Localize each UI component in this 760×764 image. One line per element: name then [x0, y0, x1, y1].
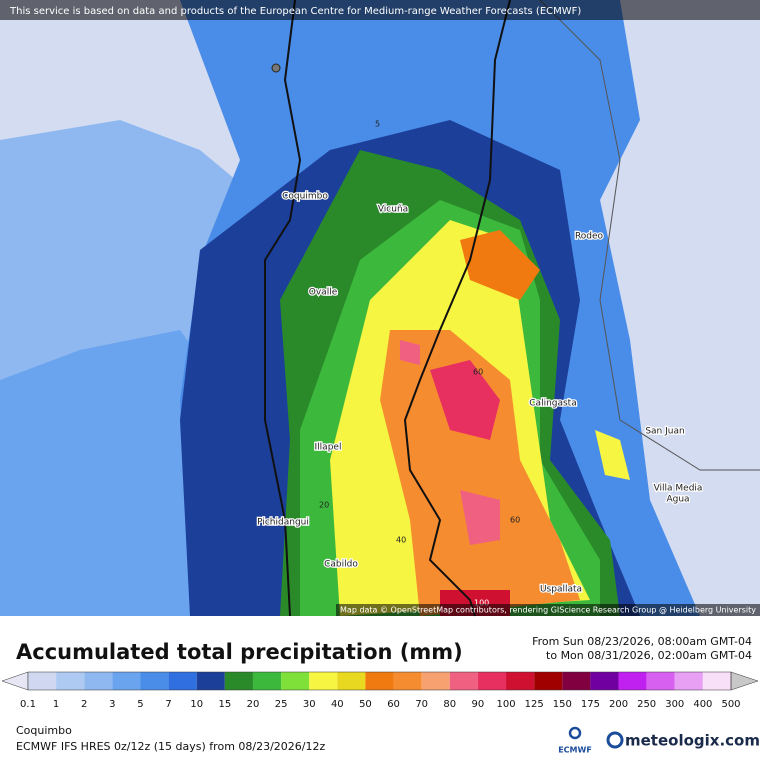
colorbar-cell	[506, 672, 535, 690]
contour-label: 100	[474, 599, 489, 608]
colorbar-arrow	[730, 671, 759, 691]
date-to: to Mon 08/31/2026, 02:00am GMT-04	[546, 649, 752, 662]
colorbar-label: 3	[109, 699, 115, 710]
colorbar-label: 0.1	[20, 699, 36, 710]
colorbar-cell	[590, 672, 619, 690]
place-label: Coquimbo	[282, 192, 328, 202]
contour-label: 20	[319, 501, 329, 510]
colorbar-label: 2	[81, 699, 87, 710]
colorbar-cell	[140, 672, 169, 690]
colorbar-cell	[393, 672, 422, 690]
attribution: Map data © OpenStreetMap contributors, r…	[340, 606, 756, 615]
colorbar-label: 60	[387, 699, 400, 710]
colorbar-cell	[224, 672, 253, 690]
model-run: ECMWF IFS HRES 0z/12z (15 days) from 08/…	[16, 740, 326, 753]
colorbar-label: 50	[359, 699, 372, 710]
place-label: Ovalle	[309, 288, 338, 298]
location: Coquimbo	[16, 724, 72, 737]
colorbar-cell	[421, 672, 450, 690]
colorbar-label: 400	[693, 699, 712, 710]
colorbar-label: 90	[472, 699, 485, 710]
contour-label: 5	[375, 120, 380, 129]
colorbar-label: 25	[275, 699, 288, 710]
colorbar-cell	[112, 672, 141, 690]
place-label: San Juan	[645, 427, 684, 437]
colorbar-label: 7	[165, 699, 171, 710]
colorbar-cell	[534, 672, 563, 690]
place-label: Agua	[666, 495, 689, 505]
place-label: Calingasta	[529, 399, 576, 409]
colorbar-cell	[196, 672, 225, 690]
colorbar-frame	[27, 671, 732, 691]
colorbar-cell	[309, 672, 338, 690]
colorbar-label: 175	[581, 699, 600, 710]
colorbar-label: 80	[443, 699, 456, 710]
title: Accumulated total precipitation (mm)	[16, 640, 463, 664]
colorbar-cell	[477, 672, 507, 690]
colorbar-label: 30	[303, 699, 316, 710]
place-label: Rodeo	[575, 232, 604, 242]
colorbar-label: 500	[721, 699, 740, 710]
colorbar-label: 150	[553, 699, 572, 710]
place-label: Villa Media	[654, 484, 703, 494]
brand-logo[interactable]: meteologix.com	[625, 732, 760, 750]
colorbar-label: 5	[137, 699, 143, 710]
contour-label: 40	[396, 536, 406, 545]
colorbar-label: 100	[496, 699, 515, 710]
contour-label: 60	[473, 368, 483, 377]
colorbar-cell	[28, 672, 57, 690]
contour-label: 60	[510, 516, 520, 525]
place-label: Vicuña	[378, 205, 408, 215]
colorbar-label: 1	[53, 699, 59, 710]
colorbar-label: 70	[415, 699, 428, 710]
colorbar-label: 200	[609, 699, 628, 710]
date-from: From Sun 08/23/2026, 08:00am GMT-04	[532, 635, 752, 648]
place-label: Pichidangui	[257, 518, 309, 528]
colorbar-label: 20	[247, 699, 260, 710]
ecmwf-logo: ECMWF	[558, 746, 592, 755]
place-label: Illapel	[315, 443, 342, 453]
map: Coquimbo Vicuña Rodeo Ovalle Calingasta …	[0, 0, 760, 617]
colorbar-cell	[674, 672, 703, 690]
colorbar-cell	[281, 672, 310, 690]
place-label: Cabildo	[324, 560, 358, 570]
colorbar-cell	[702, 672, 731, 690]
colorbar-label: 300	[665, 699, 684, 710]
colorbar-cell	[618, 672, 647, 690]
colorbar-cell	[252, 672, 282, 690]
colorbar-label: 250	[637, 699, 656, 710]
colorbar-cell	[337, 672, 366, 690]
colorbar-label: 10	[190, 699, 203, 710]
banner: This service is based on data and produc…	[9, 6, 581, 17]
colorbar: 0.1 1 2 3 5 7 10 15 20 25 30 40 50 60 70 80 90 100 125 150 1…	[1, 671, 759, 710]
colorbar-label: 125	[525, 699, 544, 710]
colorbar-arrow	[1, 671, 29, 691]
colorbar-cell	[56, 672, 85, 690]
colorbar-cell	[84, 672, 113, 690]
place-label: Uspallata	[540, 585, 582, 595]
colorbar-cell	[449, 672, 478, 690]
colorbar-label: 40	[331, 699, 344, 710]
colorbar-cell	[646, 672, 675, 690]
colorbar-cell	[365, 672, 394, 690]
colorbar-label: 15	[218, 699, 231, 710]
colorbar-cell	[562, 672, 591, 690]
colorbar-cell	[168, 672, 197, 690]
